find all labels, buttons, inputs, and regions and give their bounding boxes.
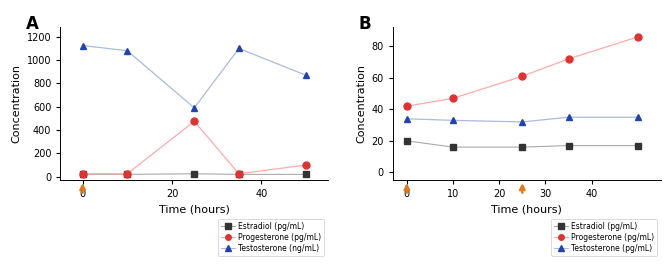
Legend: Estradiol (pg/mL), Progesterone (pg/mL), Testosterone (ng/mL): Estradiol (pg/mL), Progesterone (pg/mL),… [218, 219, 325, 256]
Legend: Estradiol (pg/mL), Progesterone (pg/mL), Testosterone (pg/mL): Estradiol (pg/mL), Progesterone (pg/mL),… [551, 219, 657, 256]
Text: B: B [358, 15, 371, 33]
Text: A: A [26, 15, 38, 33]
Y-axis label: Concentration: Concentration [11, 64, 21, 143]
Y-axis label: Concentration: Concentration [356, 64, 366, 143]
X-axis label: Time (hours): Time (hours) [491, 205, 562, 215]
X-axis label: Time (hours): Time (hours) [159, 205, 230, 215]
